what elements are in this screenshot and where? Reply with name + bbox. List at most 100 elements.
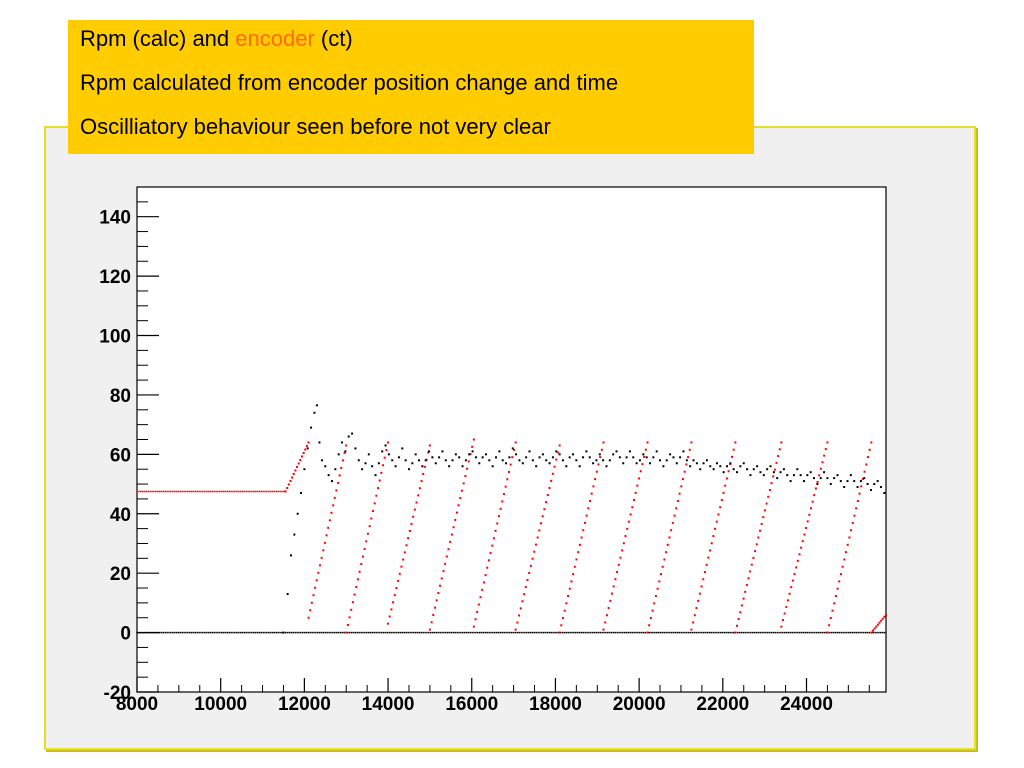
encoder-point [428, 444, 431, 447]
encoder-point [164, 490, 166, 493]
encoder-point [703, 571, 706, 574]
encoder-point [646, 631, 649, 634]
calc-point [381, 450, 384, 453]
encoder-point [340, 466, 343, 469]
calc-zero-point [288, 631, 291, 634]
encoder-point [654, 595, 657, 598]
calc-point [749, 474, 752, 477]
calc-zero-point [552, 631, 554, 634]
calc-point [602, 459, 605, 462]
encoder-point [361, 555, 364, 558]
calc-zero-point [190, 631, 193, 634]
calc-zero-point [831, 631, 833, 634]
calc-zero-point [269, 631, 272, 634]
encoder-point [819, 467, 822, 470]
encoder-point [388, 615, 391, 618]
encoder-point [772, 475, 775, 478]
encoder-point [175, 490, 178, 493]
encoder-point [338, 474, 341, 477]
calc-zero-point [772, 631, 775, 634]
encoder-point [237, 490, 240, 493]
calc-zero-point [883, 631, 886, 634]
calc-zero-point [729, 631, 731, 634]
calc-zero-point [301, 631, 304, 634]
encoder-point [377, 487, 380, 490]
encoder-point [158, 490, 161, 493]
calc-point [306, 447, 309, 450]
calc-zero-point [761, 631, 763, 634]
calc-zero-point [614, 631, 617, 634]
encoder-point [750, 563, 753, 566]
calc-zero-point [450, 631, 453, 634]
encoder-point [392, 601, 395, 604]
calc-point [293, 533, 296, 536]
calc-zero-point [876, 631, 878, 634]
encoder-point [219, 490, 221, 493]
calc-zero-point [864, 631, 867, 634]
encoder-point [742, 597, 745, 600]
encoder-point [540, 522, 543, 525]
encoder-point [507, 470, 510, 473]
calc-zero-point [360, 631, 362, 634]
calc-zero-point [243, 631, 246, 634]
calc-zero-point [853, 631, 856, 634]
calc-zero-point [324, 631, 327, 634]
calc-zero-point [544, 631, 547, 634]
calc-point [618, 456, 621, 459]
calc-point [289, 554, 292, 557]
encoder-point [760, 522, 763, 525]
calc-zero-point [776, 631, 778, 634]
calc-zero-point [804, 631, 807, 634]
encoder-point [624, 535, 627, 538]
calc-point [863, 477, 866, 480]
encoder-point [440, 577, 443, 580]
encoder-point [757, 536, 760, 539]
encoder-point [273, 490, 276, 493]
calc-zero-point [684, 631, 686, 634]
encoder-point [224, 490, 227, 493]
encoder-point [638, 477, 641, 480]
encoder-point [487, 559, 490, 562]
x-tick-label: 16000 [445, 694, 498, 715]
x-tick-label: 10000 [194, 694, 247, 715]
encoder-point [826, 631, 829, 634]
encoder-point [551, 472, 554, 475]
encoder-point [497, 515, 500, 518]
calc-zero-point [217, 631, 219, 634]
calc-zero-point [239, 631, 242, 634]
calc-zero-point [800, 631, 803, 634]
encoder-point [671, 521, 674, 524]
calc-point [300, 491, 303, 494]
encoder-point [217, 490, 219, 493]
encoder-point [481, 588, 484, 591]
encoder-point [256, 490, 259, 493]
calc-zero-point [480, 631, 483, 634]
encoder-point [183, 490, 185, 493]
encoder-point [281, 490, 283, 493]
encoder-point [795, 566, 798, 569]
calc-zero-point [565, 631, 568, 634]
calc-point [282, 631, 285, 634]
encoder-point [709, 549, 712, 552]
encoder-point [228, 490, 231, 493]
encoder-point [755, 543, 758, 546]
calc-zero-point [599, 631, 601, 634]
encoder-point [813, 494, 816, 497]
calc-zero-point [806, 631, 809, 634]
encoder-point [546, 494, 549, 497]
encoder-point [876, 623, 879, 626]
encoder-point [567, 595, 570, 598]
encoder-point [300, 455, 303, 458]
calc-zero-point [765, 631, 767, 634]
calc-point [839, 480, 842, 483]
calc-zero-point [821, 631, 824, 634]
encoder-point [437, 592, 440, 595]
calc-zero-point [411, 631, 413, 634]
encoder-point [461, 489, 464, 492]
calc-point [588, 456, 591, 459]
encoder-point [371, 509, 374, 512]
calc-point [762, 474, 765, 477]
calc-point [739, 465, 742, 468]
calc-point [829, 483, 832, 486]
calc-zero-point [832, 631, 835, 634]
